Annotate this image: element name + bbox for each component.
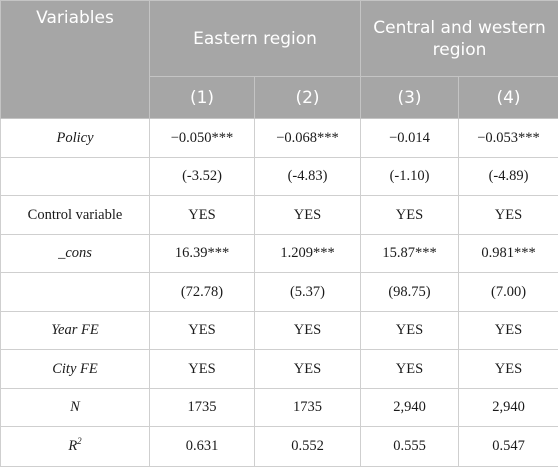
table-cell: 2,940 — [361, 389, 459, 427]
table-cell: YES — [150, 312, 255, 350]
eastern-region-header: Eastern region — [150, 1, 361, 77]
row-label-policy: Policy — [1, 119, 150, 158]
table-cell: (72.78) — [150, 273, 255, 312]
table-row-city-fe: City FE YES YES YES YES — [1, 350, 558, 389]
table-row-control: Control variable YES YES YES YES — [1, 196, 558, 235]
row-label-empty — [1, 158, 150, 196]
table-cell: YES — [255, 196, 361, 235]
table-cell: (-4.83) — [255, 158, 361, 196]
table-row-n: N 1735 1735 2,940 2,940 — [1, 389, 558, 427]
table-cell: (7.00) — [459, 273, 558, 312]
table-cell: 0.555 — [361, 427, 459, 467]
table-cell: YES — [361, 312, 459, 350]
row-label-n: N — [1, 389, 150, 427]
table-row-policy: Policy −0.050*** −0.068*** −0.014 −0.053… — [1, 119, 558, 158]
row-label-cons: _cons — [1, 235, 150, 273]
column-header-3: (3) — [361, 77, 459, 119]
table-cell: (5.37) — [255, 273, 361, 312]
table-cell: 0.552 — [255, 427, 361, 467]
table-row-year-fe: Year FE YES YES YES YES — [1, 312, 558, 350]
row-label-control: Control variable — [1, 196, 150, 235]
table-cell: −0.050*** — [150, 119, 255, 158]
table-cell: 1735 — [255, 389, 361, 427]
table-cell: 16.39*** — [150, 235, 255, 273]
row-label-r2: R2 — [1, 427, 150, 467]
table-row-cons: _cons 16.39*** 1.209*** 15.87*** 0.981**… — [1, 235, 558, 273]
table-cell: YES — [255, 312, 361, 350]
table-cell: YES — [459, 350, 558, 389]
r2-label-superscript: 2 — [77, 436, 82, 446]
table-cell: 0.631 — [150, 427, 255, 467]
table-cell: 2,940 — [459, 389, 558, 427]
variables-header: Variables — [1, 1, 150, 119]
table-cell: 15.87*** — [361, 235, 459, 273]
table-cell: (-1.10) — [361, 158, 459, 196]
table-cell: YES — [459, 312, 558, 350]
table-row-cons-tstat: (72.78) (5.37) (98.75) (7.00) — [1, 273, 558, 312]
table-cell: −0.014 — [361, 119, 459, 158]
row-label-empty — [1, 273, 150, 312]
table-cell: (-4.89) — [459, 158, 558, 196]
central-western-region-header: Central and western region — [361, 1, 558, 77]
table-cell: 0.981*** — [459, 235, 558, 273]
table-row-r2: R2 0.631 0.552 0.555 0.547 — [1, 427, 558, 467]
column-header-1: (1) — [150, 77, 255, 119]
table-cell: 1735 — [150, 389, 255, 427]
table-cell: YES — [361, 196, 459, 235]
row-label-year-fe: Year FE — [1, 312, 150, 350]
table-cell: −0.053*** — [459, 119, 558, 158]
table-cell: 1.209*** — [255, 235, 361, 273]
column-header-2: (2) — [255, 77, 361, 119]
table-cell: YES — [361, 350, 459, 389]
table-row-policy-tstat: (-3.52) (-4.83) (-1.10) (-4.89) — [1, 158, 558, 196]
column-header-4: (4) — [459, 77, 558, 119]
table-cell: (-3.52) — [150, 158, 255, 196]
table-cell: (98.75) — [361, 273, 459, 312]
r2-label-base: R — [68, 438, 77, 454]
row-label-city-fe: City FE — [1, 350, 150, 389]
table-cell: −0.068*** — [255, 119, 361, 158]
table-cell: YES — [459, 196, 558, 235]
header-row-groups: Variables Eastern region Central and wes… — [1, 1, 558, 77]
table-cell: YES — [150, 196, 255, 235]
table-cell: YES — [150, 350, 255, 389]
table-cell: 0.547 — [459, 427, 558, 467]
table-cell: YES — [255, 350, 361, 389]
